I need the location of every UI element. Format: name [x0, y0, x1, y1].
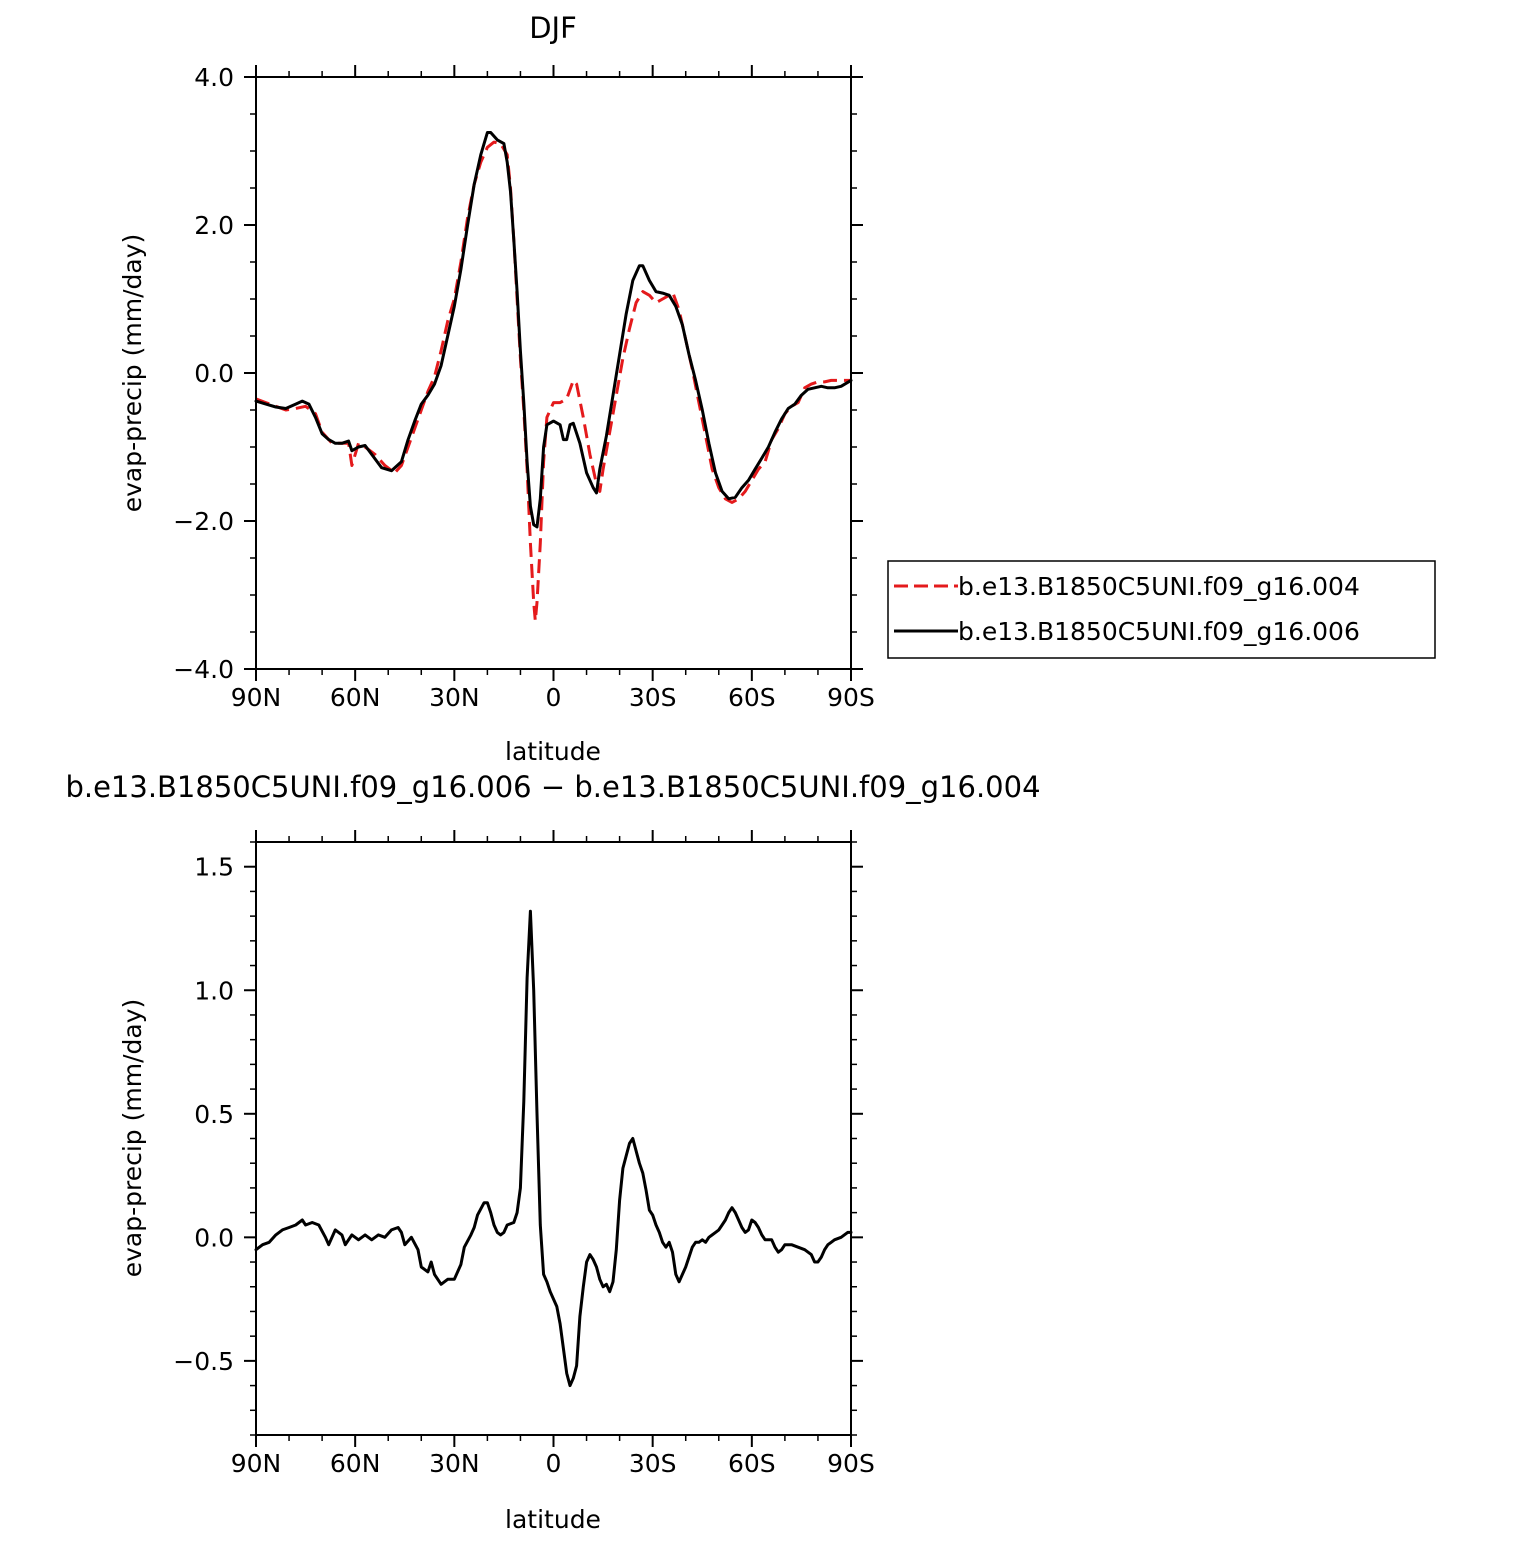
- top-chart: DJF evap-precip (mm/day) latitude 90N 60N…: [118, 11, 875, 766]
- xtick-label: 0: [546, 683, 562, 712]
- ytick-label: 2.0: [194, 211, 234, 240]
- ytick-label: 4.0: [194, 63, 234, 92]
- ytick-label: −4.0: [173, 655, 234, 684]
- ytick-label: 0.5: [194, 1100, 234, 1129]
- ytick-label: 1.5: [194, 853, 234, 882]
- bottom-chart-title: b.e13.B1850C5UNI.f09_g16.006 − b.e13.B18…: [65, 770, 1040, 804]
- bottom-chart-ylabel: evap-precip (mm/day): [118, 999, 147, 1278]
- legend-label-006: b.e13.B1850C5UNI.f09_g16.006: [958, 617, 1360, 646]
- top-chart-frame: [255, 76, 852, 670]
- legend-box: [887, 560, 1436, 659]
- xtick-label: 90N: [231, 1449, 282, 1478]
- top-chart-series: [254, 131, 853, 623]
- legend-label-004: b.e13.B1850C5UNI.f09_g16.004: [958, 572, 1360, 601]
- top-chart-title: DJF: [529, 11, 577, 45]
- bottom-chart: b.e13.B1850C5UNI.f09_g16.006 − b.e13.B18…: [65, 770, 1040, 1534]
- xtick-label: 30N: [429, 683, 480, 712]
- legend: b.e13.B1850C5UNI.f09_g16.004 b.e13.B1850…: [887, 560, 1436, 659]
- top-chart-xlabel: latitude: [505, 737, 601, 766]
- top-chart-ticks: 90N 60N 30N 0 30S 60S 90S −4.0 −2.0 0.0 2.0 4.0: [173, 63, 875, 712]
- top-chart-ylabel: evap-precip (mm/day): [118, 234, 147, 513]
- xtick-label: 60S: [728, 683, 776, 712]
- xtick-label: 30S: [629, 1449, 677, 1478]
- xtick-label: 0: [546, 1449, 562, 1478]
- bottom-chart-ticks: 90N 60N 30N 0 30S 60S 90S −0.5 0.0 0.5 1.0 1.5: [173, 830, 875, 1478]
- ytick-label: −0.5: [173, 1347, 234, 1376]
- ytick-label: 0.0: [194, 1223, 234, 1252]
- ytick-label: 0.0: [194, 359, 234, 388]
- series-line-top-0: [255, 140, 851, 623]
- xtick-label: 60S: [728, 1449, 776, 1478]
- xtick-label: 90N: [231, 683, 282, 712]
- series-line-bottom-0: [254, 909, 853, 1388]
- xtick-label: 60N: [330, 1449, 381, 1478]
- xtick-label: 30N: [429, 1449, 480, 1478]
- ytick-label: 1.0: [194, 976, 234, 1005]
- ytick-label: −2.0: [173, 507, 234, 536]
- bottom-chart-xlabel: latitude: [505, 1505, 601, 1534]
- xtick-label: 90S: [827, 683, 875, 712]
- xtick-label: 30S: [629, 683, 677, 712]
- xtick-label: 60N: [330, 683, 381, 712]
- bottom-chart-frame: [255, 841, 852, 1436]
- series-line-top-1: [254, 131, 853, 529]
- xtick-label: 90S: [827, 1449, 875, 1478]
- bottom-chart-series: [254, 909, 853, 1388]
